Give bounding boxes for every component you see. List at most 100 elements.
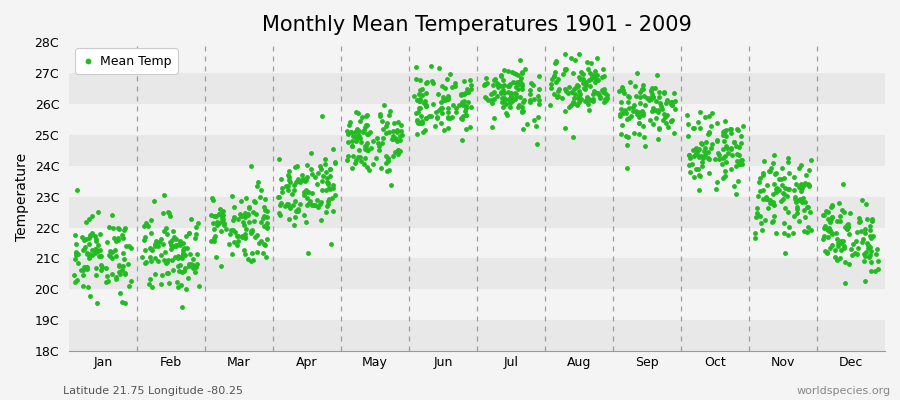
Mean Temp: [105, 248, 120, 255]
Mean Temp: [88, 250, 103, 257]
Mean Temp: [727, 138, 742, 145]
Mean Temp: [298, 178, 312, 184]
Mean Temp: [99, 279, 113, 285]
Mean Temp: [709, 179, 724, 185]
Mean Temp: [590, 77, 605, 84]
Mean Temp: [391, 151, 405, 157]
Mean Temp: [457, 90, 472, 96]
Mean Temp: [94, 267, 108, 273]
Mean Temp: [174, 282, 188, 288]
Mean Temp: [630, 70, 644, 76]
Mean Temp: [68, 250, 83, 256]
Mean Temp: [344, 129, 358, 136]
Mean Temp: [348, 109, 363, 115]
Mean Temp: [788, 181, 803, 187]
Mean Temp: [148, 243, 162, 249]
Mean Temp: [704, 144, 718, 151]
Mean Temp: [590, 90, 604, 96]
Mean Temp: [716, 175, 730, 182]
Mean Temp: [860, 244, 875, 251]
Mean Temp: [435, 105, 449, 111]
Mean Temp: [636, 110, 651, 116]
Mean Temp: [548, 60, 562, 66]
Mean Temp: [774, 181, 788, 188]
Mean Temp: [508, 70, 522, 76]
Mean Temp: [117, 227, 131, 234]
Mean Temp: [692, 109, 706, 115]
Mean Temp: [139, 260, 153, 266]
Mean Temp: [581, 107, 596, 113]
Mean Temp: [477, 82, 491, 88]
Mean Temp: [182, 230, 196, 237]
Mean Temp: [487, 77, 501, 83]
Mean Temp: [799, 172, 814, 178]
Mean Temp: [827, 254, 842, 260]
Mean Temp: [158, 249, 172, 255]
Mean Temp: [188, 235, 202, 241]
Mean Temp: [429, 114, 444, 121]
Mean Temp: [581, 100, 596, 107]
Mean Temp: [357, 155, 372, 161]
Mean Temp: [494, 73, 508, 79]
Mean Temp: [777, 175, 791, 181]
Mean Temp: [81, 216, 95, 222]
Mean Temp: [318, 160, 332, 167]
Mean Temp: [792, 165, 806, 171]
Mean Temp: [431, 90, 446, 97]
Mean Temp: [171, 263, 185, 270]
Mean Temp: [428, 109, 443, 115]
Mean Temp: [491, 92, 505, 99]
Mean Temp: [503, 104, 517, 110]
Mean Temp: [78, 244, 93, 250]
Mean Temp: [299, 177, 313, 183]
Mean Temp: [112, 290, 127, 296]
Mean Temp: [835, 181, 850, 187]
Mean Temp: [864, 216, 878, 223]
Mean Temp: [618, 107, 633, 113]
Mean Temp: [508, 94, 523, 100]
Mean Temp: [112, 269, 126, 275]
Mean Temp: [184, 261, 198, 267]
Mean Temp: [92, 253, 106, 259]
Mean Temp: [621, 94, 635, 100]
Mean Temp: [849, 250, 863, 256]
Mean Temp: [85, 252, 99, 258]
Mean Temp: [682, 152, 697, 158]
Mean Temp: [571, 95, 585, 101]
Mean Temp: [842, 261, 856, 267]
Mean Temp: [586, 96, 600, 102]
Mean Temp: [511, 104, 526, 110]
Mean Temp: [445, 114, 459, 120]
Mean Temp: [770, 170, 784, 176]
Mean Temp: [303, 166, 318, 172]
Mean Temp: [771, 176, 786, 182]
Mean Temp: [144, 230, 158, 236]
Mean Temp: [841, 224, 855, 230]
Mean Temp: [823, 245, 837, 252]
Mean Temp: [434, 104, 448, 111]
Mean Temp: [99, 265, 113, 271]
Mean Temp: [663, 99, 678, 106]
Mean Temp: [632, 131, 646, 138]
Mean Temp: [645, 85, 660, 91]
Mean Temp: [173, 242, 187, 248]
Mean Temp: [572, 74, 587, 80]
Mean Temp: [105, 271, 120, 277]
Mean Temp: [281, 187, 295, 193]
Mean Temp: [360, 122, 374, 128]
Mean Temp: [358, 124, 373, 130]
Mean Temp: [212, 211, 226, 217]
Mean Temp: [524, 80, 538, 86]
Mean Temp: [734, 157, 749, 164]
Mean Temp: [644, 87, 658, 94]
Mean Temp: [308, 202, 322, 208]
Mean Temp: [597, 99, 611, 105]
Mean Temp: [769, 230, 783, 236]
Mean Temp: [622, 105, 636, 111]
Mean Temp: [588, 68, 602, 74]
Mean Temp: [774, 176, 788, 182]
Mean Temp: [616, 87, 630, 93]
Mean Temp: [755, 227, 770, 233]
Mean Temp: [494, 72, 508, 78]
Mean Temp: [148, 241, 162, 248]
